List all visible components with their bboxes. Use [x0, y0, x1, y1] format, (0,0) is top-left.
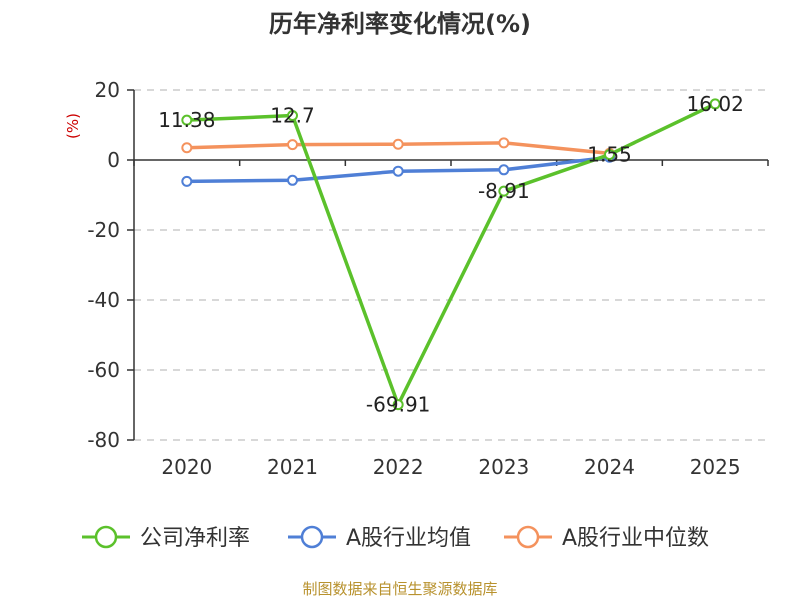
y-tick-labels: 20 0 -20 -40 -60 -80	[87, 78, 120, 452]
data-point	[181, 175, 193, 187]
y-tick-label: 20	[95, 78, 120, 102]
data-labels: 11.38 12.7 -69.91 -8.91 1.55 16.02	[158, 92, 744, 417]
data-point	[181, 114, 193, 126]
data-point	[709, 98, 721, 110]
data-label: 12.7	[270, 104, 315, 128]
series-line	[186, 102, 716, 407]
data-label: 11.38	[158, 108, 215, 132]
data-point	[392, 165, 404, 177]
y-tick-label: 0	[107, 148, 120, 172]
x-tick-label: 2023	[478, 455, 529, 479]
x-tick-label: 2024	[584, 455, 635, 479]
legend-swatch-marker	[300, 525, 324, 549]
legend: 公司净利率 A股行业均值 A股行业中位数	[82, 525, 709, 551]
data-point	[498, 185, 510, 197]
data-point	[604, 149, 615, 161]
x-tick-labels: 2020 2021 2022 2023 2024 2025	[161, 455, 740, 479]
legend-label: A股行业中位数	[562, 526, 709, 551]
data-label: -8.91	[478, 179, 530, 203]
data-point	[498, 164, 510, 176]
data-point	[181, 142, 193, 154]
data-label: -69.91	[366, 393, 430, 417]
legend-swatch-marker	[516, 525, 540, 549]
x-tick-label: 2021	[267, 455, 318, 479]
y-tick-label: -20	[87, 218, 120, 242]
y-tick-label: -80	[87, 428, 120, 452]
y-tick-label: -40	[87, 288, 120, 312]
y-axis-unit: (%)	[64, 113, 82, 139]
axes	[127, 89, 769, 441]
source-note: 制图数据来自恒生聚源数据库	[302, 580, 497, 598]
data-point	[287, 110, 298, 122]
data-point	[392, 399, 404, 411]
x-tick-label: 2025	[690, 455, 741, 479]
data-label: 16.02	[687, 92, 744, 116]
y-tick-label: -60	[87, 358, 120, 382]
x-tick-label: 2022	[373, 455, 424, 479]
legend-label: 公司净利率	[140, 526, 250, 551]
data-point	[287, 139, 298, 151]
data-label: 1.55	[587, 143, 632, 167]
series-group	[181, 98, 721, 411]
data-point	[287, 174, 298, 186]
x-tick-label: 2020	[161, 455, 212, 479]
legend-label: A股行业均值	[346, 526, 471, 551]
data-point	[392, 138, 404, 150]
chart-title: 历年净利率变化情况(%)	[269, 10, 531, 38]
data-point	[498, 137, 510, 149]
legend-swatch-marker	[94, 525, 118, 549]
